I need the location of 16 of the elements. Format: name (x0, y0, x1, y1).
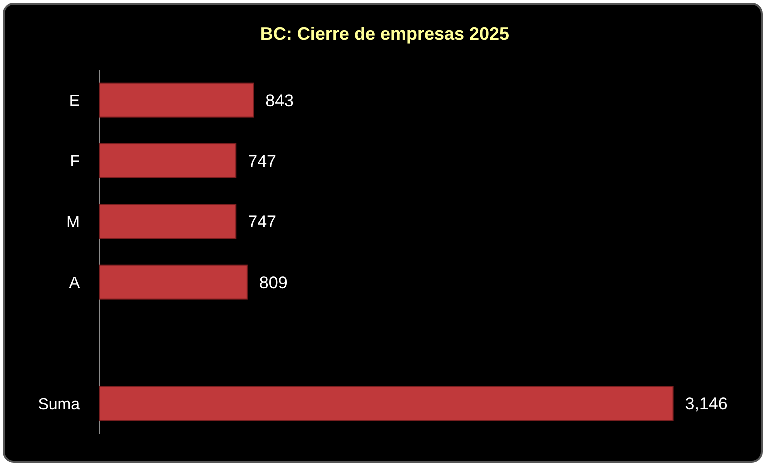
data-label: 843 (266, 91, 294, 110)
bar (100, 144, 237, 178)
bar (100, 82, 254, 118)
data-label: 747 (248, 212, 276, 232)
bar (100, 386, 674, 422)
y-tick-label: F (70, 154, 80, 171)
data-label: 747 (248, 152, 276, 171)
y-tick-label: Suma (38, 396, 80, 414)
bar (100, 204, 237, 240)
bar (100, 264, 248, 300)
y-tick-label: A (69, 274, 80, 292)
chart-title: BC: Cierre de empresas 2025 (260, 24, 510, 44)
data-label: 3,146 (685, 394, 728, 414)
y-tick-label: E (69, 92, 80, 110)
y-tick-label: M (66, 214, 80, 232)
data-label: 809 (259, 273, 288, 292)
